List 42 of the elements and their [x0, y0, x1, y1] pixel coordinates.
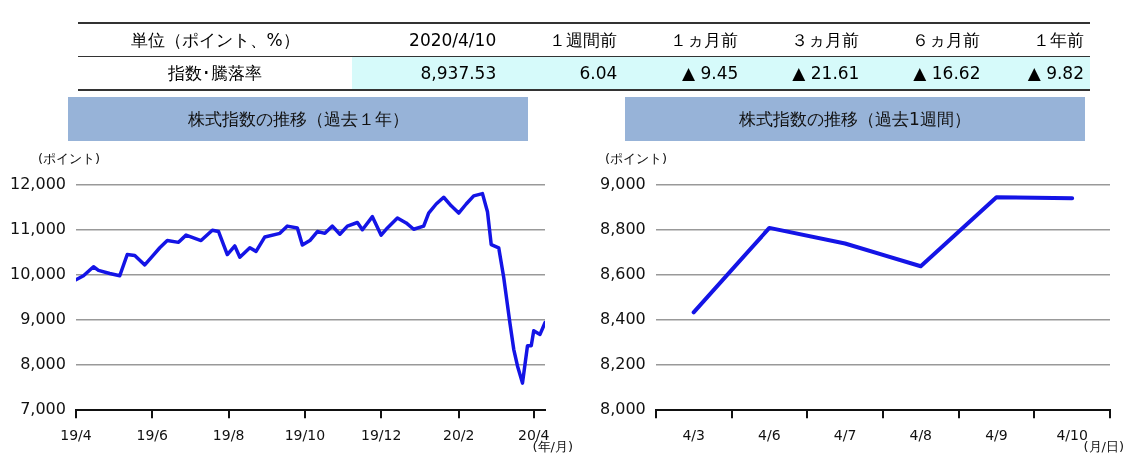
x-axis-title: (月/日)	[1083, 439, 1124, 456]
text: ▲ 9.82	[986, 56, 1090, 90]
y-tick-label: 10,000	[10, 264, 66, 283]
x-tick-label: 19/4	[60, 427, 92, 444]
y-axis-title: (ポイント)	[38, 150, 101, 168]
y-tick-label: 9,000	[599, 173, 646, 193]
x-tick-label: 4/6	[758, 427, 781, 444]
y-tick-label: 8,200	[599, 354, 646, 374]
y-tick-label: 8,000	[599, 399, 646, 419]
x-tick-label: 19/10	[284, 427, 326, 444]
y-axis-title: (ポイント)	[605, 150, 668, 168]
y-tick-label: 8,800	[599, 218, 646, 238]
y-tick-label: 7,000	[20, 399, 66, 419]
text: ３ヵ月前	[744, 23, 866, 57]
x-tick-label: 20/2	[442, 427, 475, 444]
x-tick-label: 19/6	[136, 427, 169, 444]
text: 単位（ポイント、%）	[78, 23, 353, 57]
text: ６ヵ月前	[865, 23, 987, 57]
text: ▲ 9.45	[623, 56, 745, 90]
x-tick-label: 4/9	[985, 427, 1008, 444]
y-tick-label: 8,600	[599, 264, 646, 283]
text: 6.04	[502, 56, 624, 90]
chart-title: 株式指数の推移（過去1週間）	[625, 97, 1085, 141]
text: １週間前	[502, 23, 624, 57]
x-tick-label: 19/8	[212, 427, 245, 444]
text: 指数･騰落率	[78, 56, 353, 90]
chart-title: 株式指数の推移（過去１年）	[68, 97, 528, 141]
y-tick-label: 11,000	[10, 218, 66, 238]
text: １年前	[986, 23, 1090, 57]
text: ▲ 21.61	[744, 56, 866, 90]
y-tick-label: 9,000	[20, 309, 66, 329]
x-tick-label: 19/12	[360, 427, 402, 444]
x-tick-label: 4/8	[909, 427, 933, 444]
text: ▲ 16.62	[865, 56, 987, 90]
x-tick-label: 4/7	[833, 427, 857, 444]
text: １ヵ月前	[623, 23, 745, 57]
y-tick-label: 8,400	[599, 309, 646, 329]
text: 8,937.53	[352, 56, 503, 90]
x-tick-label: 4/3	[682, 427, 705, 444]
y-tick-label: 8,000	[20, 354, 66, 374]
text: 2020/4/10	[352, 23, 503, 57]
y-tick-label: 12,000	[10, 173, 66, 193]
